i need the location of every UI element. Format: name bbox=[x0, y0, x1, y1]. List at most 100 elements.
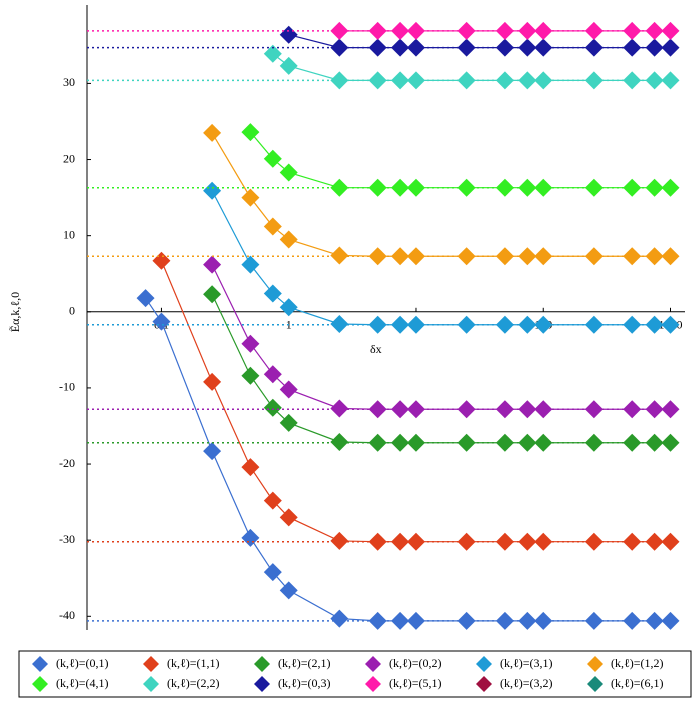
point bbox=[584, 21, 603, 40]
point bbox=[623, 532, 642, 551]
point bbox=[203, 123, 222, 142]
point bbox=[203, 442, 222, 461]
point bbox=[645, 532, 664, 551]
point bbox=[495, 400, 514, 419]
point bbox=[391, 38, 410, 57]
legend-marker bbox=[143, 676, 159, 692]
point bbox=[661, 71, 680, 90]
point bbox=[457, 21, 476, 40]
point bbox=[534, 178, 553, 197]
point bbox=[406, 178, 425, 197]
point bbox=[623, 38, 642, 57]
point bbox=[368, 315, 387, 334]
point bbox=[518, 247, 537, 266]
point bbox=[263, 44, 282, 63]
point bbox=[279, 508, 298, 527]
point bbox=[584, 178, 603, 197]
point bbox=[584, 71, 603, 90]
point bbox=[584, 611, 603, 630]
point bbox=[645, 315, 664, 334]
point bbox=[203, 255, 222, 274]
point bbox=[534, 247, 553, 266]
point bbox=[495, 21, 514, 40]
series-line bbox=[211, 294, 671, 444]
point bbox=[661, 21, 680, 40]
point bbox=[368, 400, 387, 419]
legend-label: (k,ℓ)=(2,2) bbox=[167, 676, 220, 690]
legend-label: (k,ℓ)=(0,2) bbox=[389, 656, 442, 670]
y-tick-label: -40 bbox=[59, 608, 75, 622]
point bbox=[623, 611, 642, 630]
point bbox=[263, 149, 282, 168]
point bbox=[623, 400, 642, 419]
point bbox=[391, 611, 410, 630]
point bbox=[263, 398, 282, 417]
point bbox=[661, 247, 680, 266]
point bbox=[661, 532, 680, 551]
legend-box bbox=[18, 650, 692, 698]
point bbox=[406, 315, 425, 334]
point bbox=[457, 400, 476, 419]
point bbox=[584, 433, 603, 452]
point bbox=[584, 400, 603, 419]
y-tick-label: 30 bbox=[63, 75, 75, 89]
legend-label: (k,ℓ)=(5,1) bbox=[389, 676, 442, 690]
point bbox=[534, 315, 553, 334]
point bbox=[330, 432, 349, 451]
point bbox=[391, 315, 410, 334]
series-line bbox=[249, 131, 671, 189]
point bbox=[279, 413, 298, 432]
point bbox=[534, 611, 553, 630]
point bbox=[330, 399, 349, 418]
point bbox=[279, 56, 298, 75]
point bbox=[495, 247, 514, 266]
point bbox=[263, 284, 282, 303]
point bbox=[518, 38, 537, 57]
point bbox=[495, 71, 514, 90]
point bbox=[241, 123, 260, 142]
point bbox=[534, 433, 553, 452]
point bbox=[279, 380, 298, 399]
point bbox=[495, 532, 514, 551]
point bbox=[391, 178, 410, 197]
point bbox=[241, 528, 260, 547]
point bbox=[391, 532, 410, 551]
point bbox=[623, 247, 642, 266]
legend-label: (k,ℓ)=(3,1) bbox=[500, 656, 553, 670]
point bbox=[645, 71, 664, 90]
point bbox=[645, 433, 664, 452]
legend-marker bbox=[587, 676, 603, 692]
legend-marker bbox=[476, 656, 492, 672]
point bbox=[368, 247, 387, 266]
point bbox=[495, 178, 514, 197]
point bbox=[406, 21, 425, 40]
point bbox=[391, 433, 410, 452]
point bbox=[584, 532, 603, 551]
point bbox=[406, 433, 425, 452]
point bbox=[279, 298, 298, 317]
point bbox=[263, 563, 282, 582]
point bbox=[330, 178, 349, 197]
point bbox=[203, 181, 222, 200]
point bbox=[406, 532, 425, 551]
point bbox=[623, 178, 642, 197]
point bbox=[136, 289, 155, 308]
point bbox=[457, 178, 476, 197]
point bbox=[623, 315, 642, 334]
point bbox=[457, 315, 476, 334]
legend-marker bbox=[587, 656, 603, 672]
point bbox=[279, 25, 298, 44]
series-line bbox=[211, 132, 671, 257]
point bbox=[368, 38, 387, 57]
y-axis-label: Ẽα,k,ℓ,0 bbox=[8, 292, 22, 332]
point bbox=[391, 247, 410, 266]
point bbox=[495, 433, 514, 452]
point bbox=[406, 611, 425, 630]
point bbox=[241, 188, 260, 207]
point bbox=[661, 178, 680, 197]
y-tick-label: -20 bbox=[59, 456, 75, 470]
point bbox=[263, 491, 282, 510]
y-tick-label: -30 bbox=[59, 532, 75, 546]
point bbox=[406, 71, 425, 90]
